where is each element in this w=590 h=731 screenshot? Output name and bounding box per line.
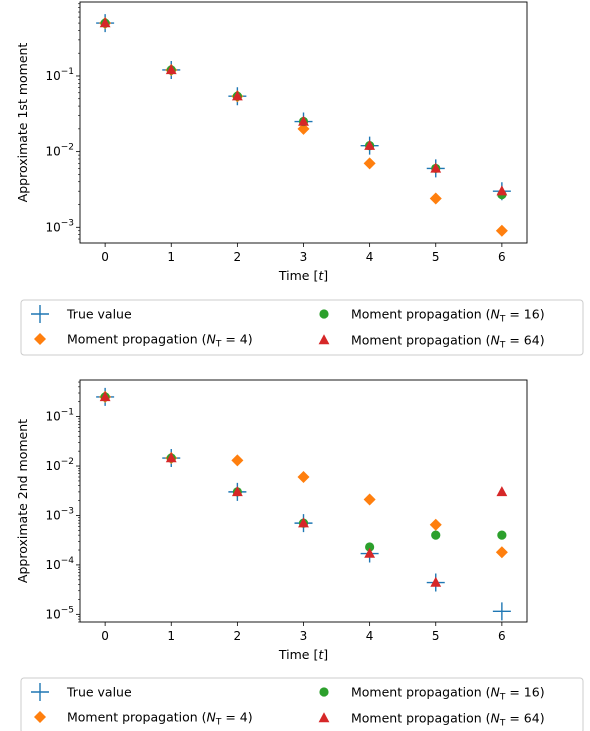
legend-entry-np64: Moment propagation (NT = 64) xyxy=(318,711,545,729)
point-np4 xyxy=(495,224,508,237)
point-np64 xyxy=(364,139,376,150)
legend-frame xyxy=(20,299,584,356)
point-np64 xyxy=(165,64,177,75)
legend-entry-np16: Moment propagation (NT = 16) xyxy=(319,685,545,703)
legend-label-np64: Moment propagation (NT = 64) xyxy=(351,711,545,729)
legend-entry-np4: Moment propagation (NT = 4) xyxy=(34,710,253,728)
y-axis-label: Approximate 1st moment xyxy=(15,43,30,203)
chart-2: 10−1 10−2 10−3 10−4 10−5 0 1 2 3 4 5 6 Time [t] Appro… xyxy=(15,379,584,731)
point-np16 xyxy=(431,530,441,540)
legend-label-true: True value xyxy=(66,307,132,322)
point-np4 xyxy=(363,493,376,506)
series-np4 xyxy=(99,390,508,559)
legend-marker-np4 xyxy=(34,711,46,723)
point-np16 xyxy=(497,530,507,540)
point-np64 xyxy=(165,452,177,463)
plot-frame xyxy=(79,1,528,244)
point-np4 xyxy=(495,546,508,559)
legend-marker-true xyxy=(31,683,49,701)
point-np64 xyxy=(430,576,442,587)
point-np64 xyxy=(99,17,111,28)
y-tick-label: 10−3 xyxy=(45,218,74,234)
x-tick-label: 6 xyxy=(498,250,506,264)
point-np64 xyxy=(496,486,508,497)
x-tick-label: 1 xyxy=(167,250,175,264)
x-tick-label: 5 xyxy=(432,629,440,643)
point-np64 xyxy=(430,162,442,173)
legend-marker-np4 xyxy=(34,333,46,345)
x-tick-label: 0 xyxy=(101,629,109,643)
point-np4 xyxy=(363,157,376,170)
y-tick-label: 10−3 xyxy=(45,506,74,522)
legend-entry-true: True value xyxy=(31,683,132,701)
legend-marker-np16 xyxy=(319,309,329,319)
legend-marker-true xyxy=(31,305,49,323)
point-np64 xyxy=(99,391,111,402)
point-np64 xyxy=(298,517,309,528)
x-tick-label: 6 xyxy=(498,629,506,643)
legend: True value Moment propagation (NT = 4) Mom… xyxy=(20,677,584,731)
legend-marker-np64 xyxy=(318,712,330,723)
x-tick-label: 5 xyxy=(432,250,440,264)
x-tick-label: 0 xyxy=(101,250,109,264)
legend-marker-np16 xyxy=(319,687,329,697)
legend-entry-np4: Moment propagation (NT = 4) xyxy=(34,332,253,350)
point-np4 xyxy=(429,192,442,205)
x-tick-label: 1 xyxy=(167,629,175,643)
legend-label-true: True value xyxy=(66,685,132,700)
legend-entry-true: True value xyxy=(31,305,132,323)
x-tick-label: 3 xyxy=(300,250,308,264)
point-np4 xyxy=(297,122,310,135)
y-tick-label: 10−2 xyxy=(45,457,74,473)
chart-1: 10−1 10−2 10−3 0 1 2 3 4 5 6 Time [t] Approximate 1… xyxy=(15,1,584,356)
point-np64 xyxy=(298,115,309,126)
series-np64 xyxy=(99,391,508,587)
point-np16 xyxy=(365,542,375,552)
point-np4 xyxy=(429,518,442,531)
series-np64 xyxy=(99,17,508,196)
x-tick-label: 3 xyxy=(300,629,308,643)
y-tick-label: 10−2 xyxy=(45,143,74,159)
y-tick-label: 10−4 xyxy=(45,556,74,572)
legend: True value Moment propagation (NT = 4) Mom… xyxy=(20,299,584,356)
legend-marker-np64 xyxy=(318,334,330,345)
y-tick-label: 10−1 xyxy=(45,408,74,424)
point-true xyxy=(492,602,511,621)
legend-entry-np64: Moment propagation (NT = 64) xyxy=(318,333,545,351)
series-true xyxy=(96,14,511,201)
x-tick-label: 2 xyxy=(234,250,242,264)
legend-label-np64: Moment propagation (NT = 64) xyxy=(351,333,545,351)
point-np64 xyxy=(496,185,508,196)
legend-label-np16: Moment propagation (NT = 16) xyxy=(351,307,545,325)
legend-entry-np16: Moment propagation (NT = 16) xyxy=(319,307,545,325)
y-tick-label: 10−5 xyxy=(45,605,74,621)
point-np4 xyxy=(297,471,310,484)
legend-frame xyxy=(20,677,584,731)
point-np4 xyxy=(231,454,244,467)
plot-frame xyxy=(79,379,528,623)
x-axis-label: Time [t] xyxy=(278,268,328,283)
x-tick-label: 4 xyxy=(366,629,374,643)
series-true xyxy=(96,387,511,621)
point-np64 xyxy=(364,547,376,558)
point-np64 xyxy=(231,90,243,101)
legend-label-np4: Moment propagation (NT = 4) xyxy=(67,710,253,728)
series-np16 xyxy=(100,18,507,200)
x-tick-label: 4 xyxy=(366,250,374,264)
y-tick-label: 10−1 xyxy=(45,67,74,83)
point-np64 xyxy=(231,486,243,497)
series-np4 xyxy=(99,17,508,237)
y-axis-label: Approximate 2nd moment xyxy=(15,419,30,583)
x-tick-label: 2 xyxy=(234,629,242,643)
legend-label-np16: Moment propagation (NT = 16) xyxy=(351,685,545,703)
x-axis-label: Time [t] xyxy=(278,647,328,662)
legend-label-np4: Moment propagation (NT = 4) xyxy=(67,332,253,350)
